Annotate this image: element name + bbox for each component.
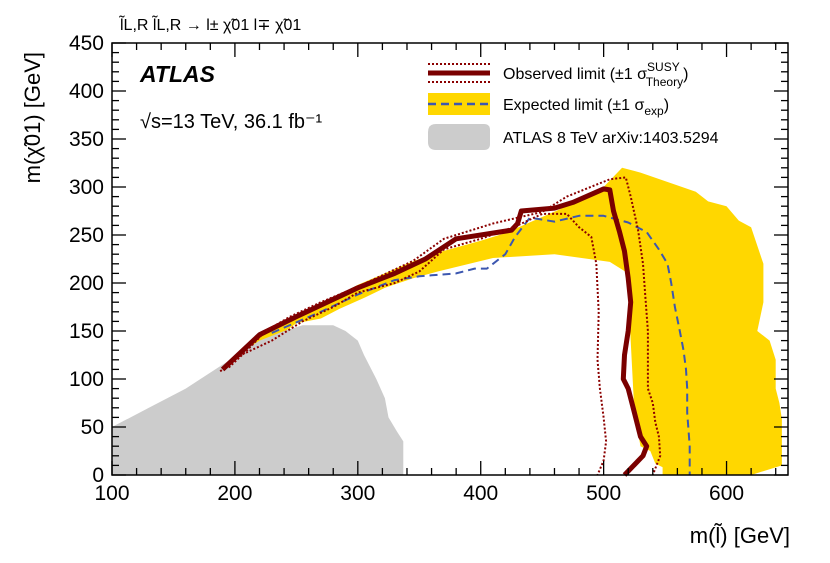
experiment-label: ATLAS [139, 61, 216, 87]
y-tick-label: 450 [69, 32, 104, 55]
y-tick-label: 250 [69, 224, 104, 247]
plot-frame [111, 42, 789, 476]
process-label: l̃L,R l̃L,R → l± χ̃01 l∓ χ̃01 [118, 14, 301, 34]
legend-expected-label: Expected limit (±1 σexp) [503, 97, 669, 118]
x-tick-label: 400 [463, 482, 498, 505]
y-tick-label: 350 [69, 128, 104, 151]
legend-expected: Expected limit (±1 σexp) [428, 93, 669, 118]
x-tick-label: 100 [94, 482, 129, 505]
y-tick-label: 150 [69, 320, 104, 343]
x-tick-label: 300 [340, 482, 375, 505]
legend-atlas8-swatch [428, 124, 490, 150]
y-tick-label: 100 [69, 368, 104, 391]
x-tick-label: 200 [217, 482, 252, 505]
series-observed_plus [228, 176, 662, 476]
tick-labels: 100 200 300 400 500 600 0 50 100 150 200 250 300 350 4… [69, 32, 744, 505]
y-axis-title: m(χ̃01) [GeV] [20, 52, 45, 183]
series-expected_band [222, 167, 782, 476]
chart-fills [112, 167, 782, 476]
legend-observed: Observed limit (±1 σSUSY Theory) [428, 60, 688, 89]
y-tick-label: 50 [81, 416, 104, 439]
y-tick-label: 400 [69, 80, 104, 103]
y-tick-label: 300 [69, 176, 104, 199]
x-tick-label: 600 [709, 482, 744, 505]
legend-atlas8: ATLAS 8 TeV arXiv:1403.5294 [428, 124, 719, 150]
series-expected [271, 214, 691, 475]
axis-ticks [111, 42, 788, 476]
series-observed_minus [219, 212, 608, 476]
energy-label: √s=13 TeV, 36.1 fb⁻¹ [140, 111, 323, 133]
series-atlas_8tev [112, 325, 404, 475]
y-tick-label: 200 [69, 272, 104, 295]
legend-observed-label: Observed limit (±1 σSUSY Theory) [503, 60, 688, 89]
series-observed [220, 186, 650, 477]
legend-atlas8-label: ATLAS 8 TeV arXiv:1403.5294 [503, 130, 719, 147]
chart-lines [219, 176, 691, 477]
y-tick-label: 0 [92, 464, 104, 487]
x-tick-label: 500 [586, 482, 621, 505]
legend: Observed limit (±1 σSUSY Theory) Expected… [428, 60, 719, 150]
x-axis-title: m(l̃) [GeV] [690, 523, 790, 548]
